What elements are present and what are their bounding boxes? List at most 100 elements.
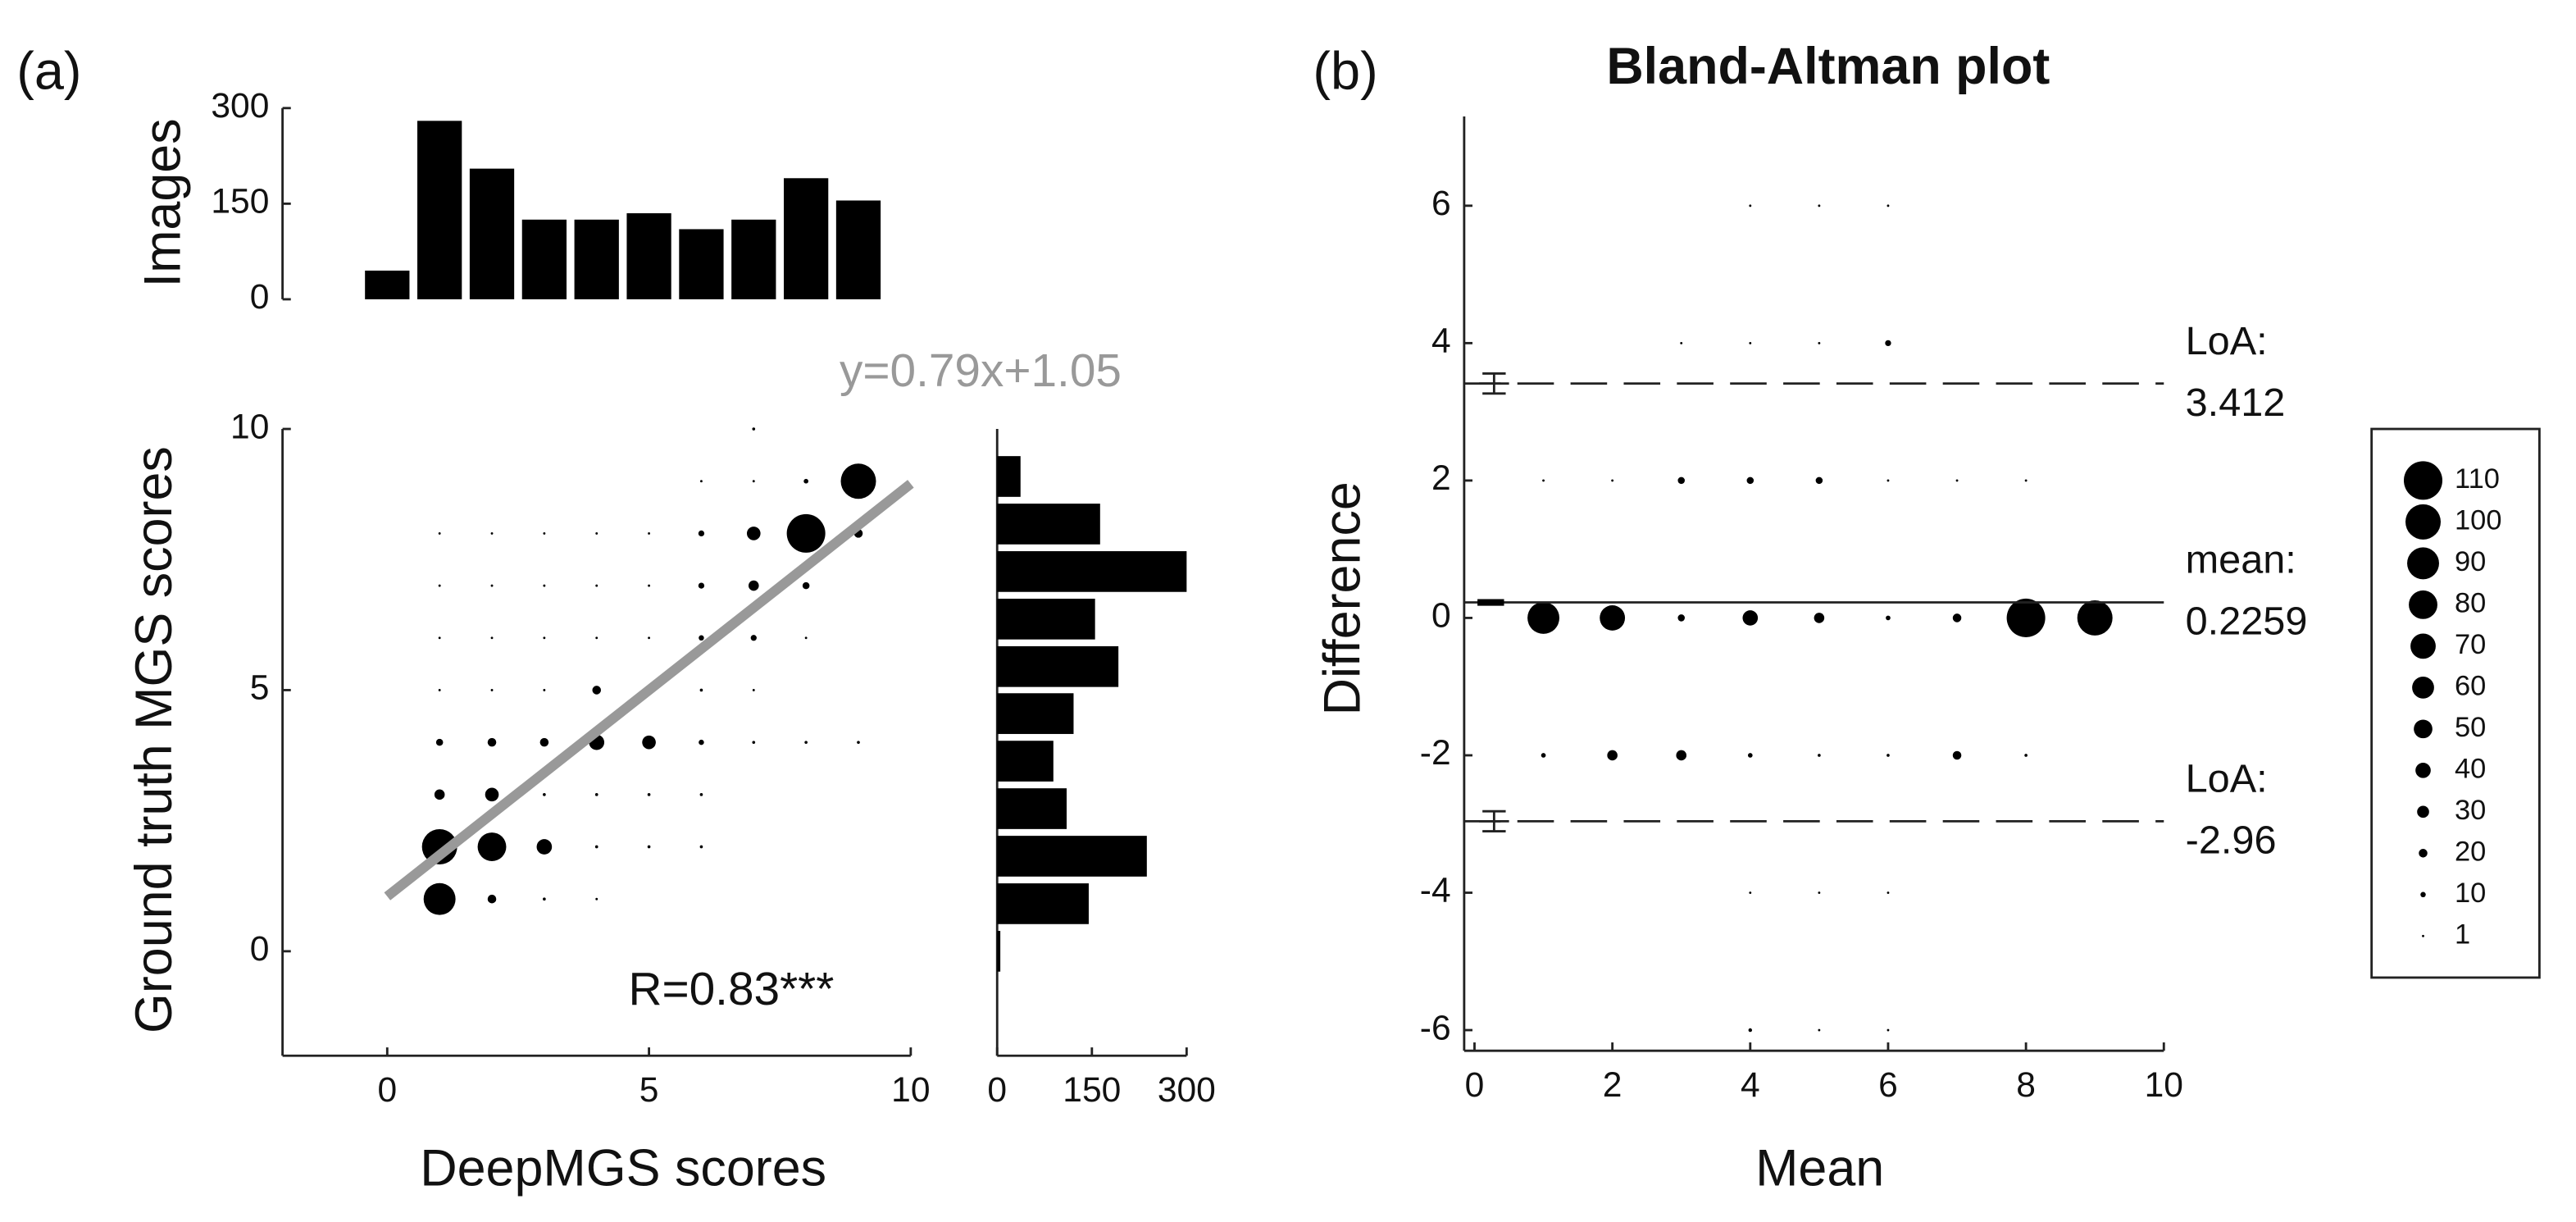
- point: [490, 689, 494, 691]
- point: [642, 735, 656, 750]
- legend-marker: [2405, 504, 2441, 540]
- point: [749, 580, 759, 591]
- y-tick-label: 4: [1431, 321, 1451, 361]
- legend-label: 70: [2455, 629, 2486, 660]
- x-tick-label: 10: [2145, 1065, 2183, 1105]
- legend-marker: [2410, 633, 2436, 659]
- point: [1527, 601, 1560, 634]
- point: [1886, 891, 1890, 894]
- legend-label: 10: [2455, 878, 2486, 909]
- bar: [365, 270, 410, 299]
- point: [539, 737, 549, 747]
- point: [434, 789, 445, 800]
- point: [699, 635, 704, 641]
- bar: [679, 229, 724, 299]
- point: [1952, 613, 1962, 622]
- legend-label: 90: [2455, 546, 2486, 577]
- point: [543, 636, 546, 640]
- point: [2024, 479, 2028, 482]
- point: [2077, 600, 2113, 636]
- reference-name: mean:: [2186, 538, 2296, 582]
- point: [750, 635, 757, 641]
- bar: [997, 645, 1119, 687]
- legend-label: 40: [2455, 753, 2486, 784]
- point: [786, 513, 826, 553]
- bar: [997, 551, 1187, 592]
- x-tick-label: 10: [891, 1070, 930, 1110]
- fit-line: [384, 480, 914, 901]
- point: [1677, 614, 1685, 622]
- y-tick-label: 2: [1431, 458, 1451, 498]
- y-tick-label: -4: [1420, 871, 1451, 910]
- point: [1611, 479, 1614, 482]
- point: [1818, 1028, 1821, 1032]
- point: [594, 845, 598, 849]
- x-tick-label: 0: [1465, 1065, 1485, 1105]
- point: [477, 832, 507, 861]
- x-tick-label: 6: [1878, 1065, 1898, 1105]
- point: [1886, 204, 1890, 207]
- point: [1818, 754, 1821, 757]
- annotation: R=0.83***: [629, 964, 835, 1015]
- legend-marker: [2419, 849, 2428, 858]
- bar: [731, 219, 776, 299]
- point: [543, 584, 546, 587]
- point: [2006, 598, 2046, 637]
- legend-label: 50: [2455, 712, 2486, 743]
- point: [1541, 753, 1546, 758]
- legend-label: 100: [2455, 504, 2501, 536]
- bar: [997, 788, 1067, 829]
- point: [840, 463, 876, 499]
- point: [421, 829, 457, 864]
- y-axis-label: Difference: [1314, 481, 1372, 715]
- reference-name: LoA:: [2186, 319, 2268, 363]
- ci-marker: [1479, 809, 1509, 832]
- point: [1749, 891, 1752, 894]
- y-tick-label: 6: [1431, 184, 1451, 223]
- point: [803, 478, 808, 484]
- point: [752, 427, 756, 431]
- point: [752, 480, 755, 483]
- bar: [997, 504, 1100, 545]
- point: [543, 897, 546, 901]
- point: [490, 636, 494, 640]
- point: [1676, 750, 1687, 761]
- bar: [469, 168, 515, 299]
- point: [435, 738, 444, 746]
- point: [648, 636, 651, 640]
- point: [647, 793, 651, 796]
- point: [595, 897, 598, 901]
- point: [487, 894, 497, 904]
- point: [1955, 479, 1959, 482]
- y-tick-label: 0: [250, 277, 270, 317]
- point: [595, 531, 598, 535]
- x-tick-label: 300: [1158, 1070, 1216, 1110]
- y-axis-label: Ground truth MGS scores: [125, 446, 183, 1033]
- x-tick-label: 0: [987, 1070, 1007, 1110]
- point: [1600, 605, 1626, 631]
- point: [648, 584, 651, 587]
- x-tick-label: 2: [1603, 1065, 1623, 1105]
- legend-label: 1: [2455, 919, 2470, 950]
- bar: [835, 200, 881, 299]
- legend-marker: [2412, 676, 2434, 699]
- point: [2024, 754, 2028, 757]
- point: [536, 839, 553, 855]
- x-axis-label: DeepMGS scores: [420, 1140, 826, 1197]
- legend-marker: [2415, 763, 2431, 778]
- y-tick-label: 0: [1431, 596, 1451, 636]
- legend-marker: [2422, 934, 2424, 937]
- point: [592, 686, 601, 695]
- bar: [997, 931, 1001, 972]
- point: [543, 689, 546, 691]
- x-tick-label: 0: [377, 1070, 397, 1110]
- legend-marker: [2407, 547, 2439, 580]
- y-tick-label: -2: [1420, 733, 1451, 773]
- point: [485, 787, 499, 802]
- legend-label: 80: [2455, 587, 2486, 618]
- point: [1886, 615, 1891, 621]
- point: [698, 582, 705, 589]
- bar: [997, 741, 1054, 782]
- y-axis-label: Images: [134, 118, 191, 287]
- point: [438, 636, 441, 640]
